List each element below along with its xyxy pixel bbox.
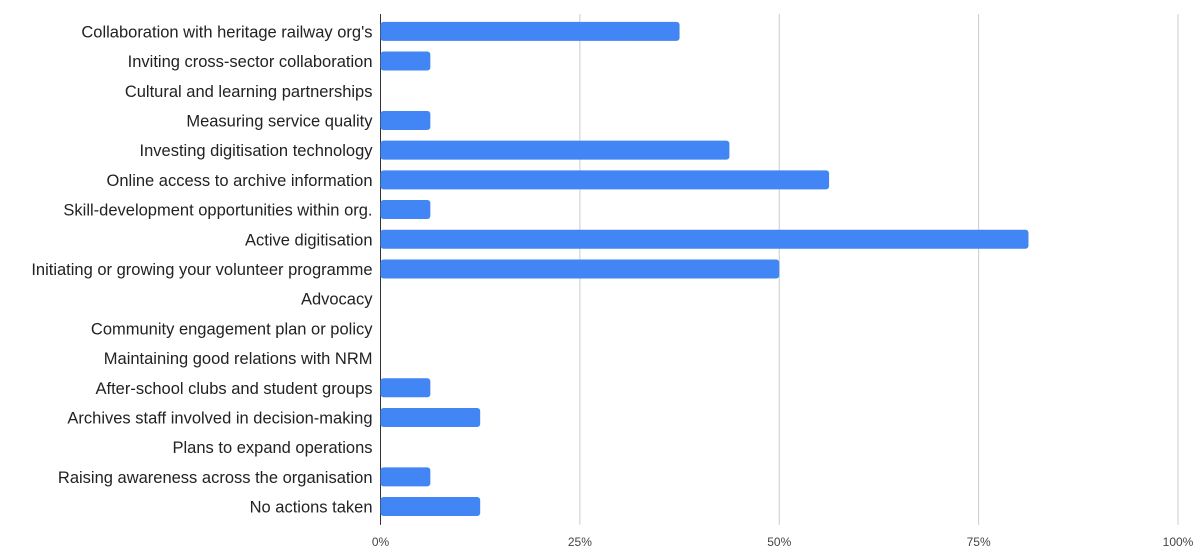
bar [380, 170, 830, 190]
category-label: Online access to archive information [107, 172, 373, 190]
category-label: Active digitisation [245, 231, 372, 249]
category-label: Community engagement plan or policy [91, 320, 373, 338]
x-axis-ticks: 0% 25% 50% 75% 100% [372, 535, 1194, 549]
x-tick-label: 100% [1163, 535, 1194, 548]
bar-layer [380, 21, 1029, 517]
category-label: Advocacy [301, 291, 373, 309]
category-label: Inviting cross-sector collaboration [128, 53, 373, 71]
bar [380, 378, 431, 398]
x-tick-label: 50% [767, 535, 791, 548]
category-label: Measuring service quality [186, 112, 373, 130]
bar [380, 497, 481, 517]
category-label: No actions taken [250, 499, 373, 517]
category-label: Collaboration with heritage railway org'… [81, 23, 372, 41]
bar [380, 110, 431, 130]
category-label: Maintaining good relations with NRM [104, 350, 373, 368]
x-tick-label: 75% [967, 535, 991, 548]
category-label: Archives staff involved in decision-maki… [67, 409, 372, 427]
x-tick-label: 25% [568, 535, 592, 548]
category-label: After-school clubs and student groups [96, 380, 373, 398]
bar [380, 467, 431, 487]
category-label: Skill-development opportunities within o… [63, 202, 372, 220]
category-label: Initiating or growing your volunteer pro… [31, 261, 372, 279]
bar [380, 259, 780, 279]
category-label: Raising awareness across the organisatio… [58, 469, 373, 487]
category-label: Investing digitisation technology [140, 142, 374, 160]
bar [380, 200, 431, 220]
category-label: Cultural and learning partnerships [125, 83, 373, 101]
bar [380, 407, 481, 427]
bar [380, 21, 680, 41]
category-labels: Collaboration with heritage railway org'… [31, 23, 373, 516]
x-tick-label: 0% [372, 535, 390, 548]
bar [380, 229, 1029, 249]
bar [380, 140, 730, 160]
bar [380, 51, 431, 71]
category-label: Plans to expand operations [173, 439, 373, 457]
